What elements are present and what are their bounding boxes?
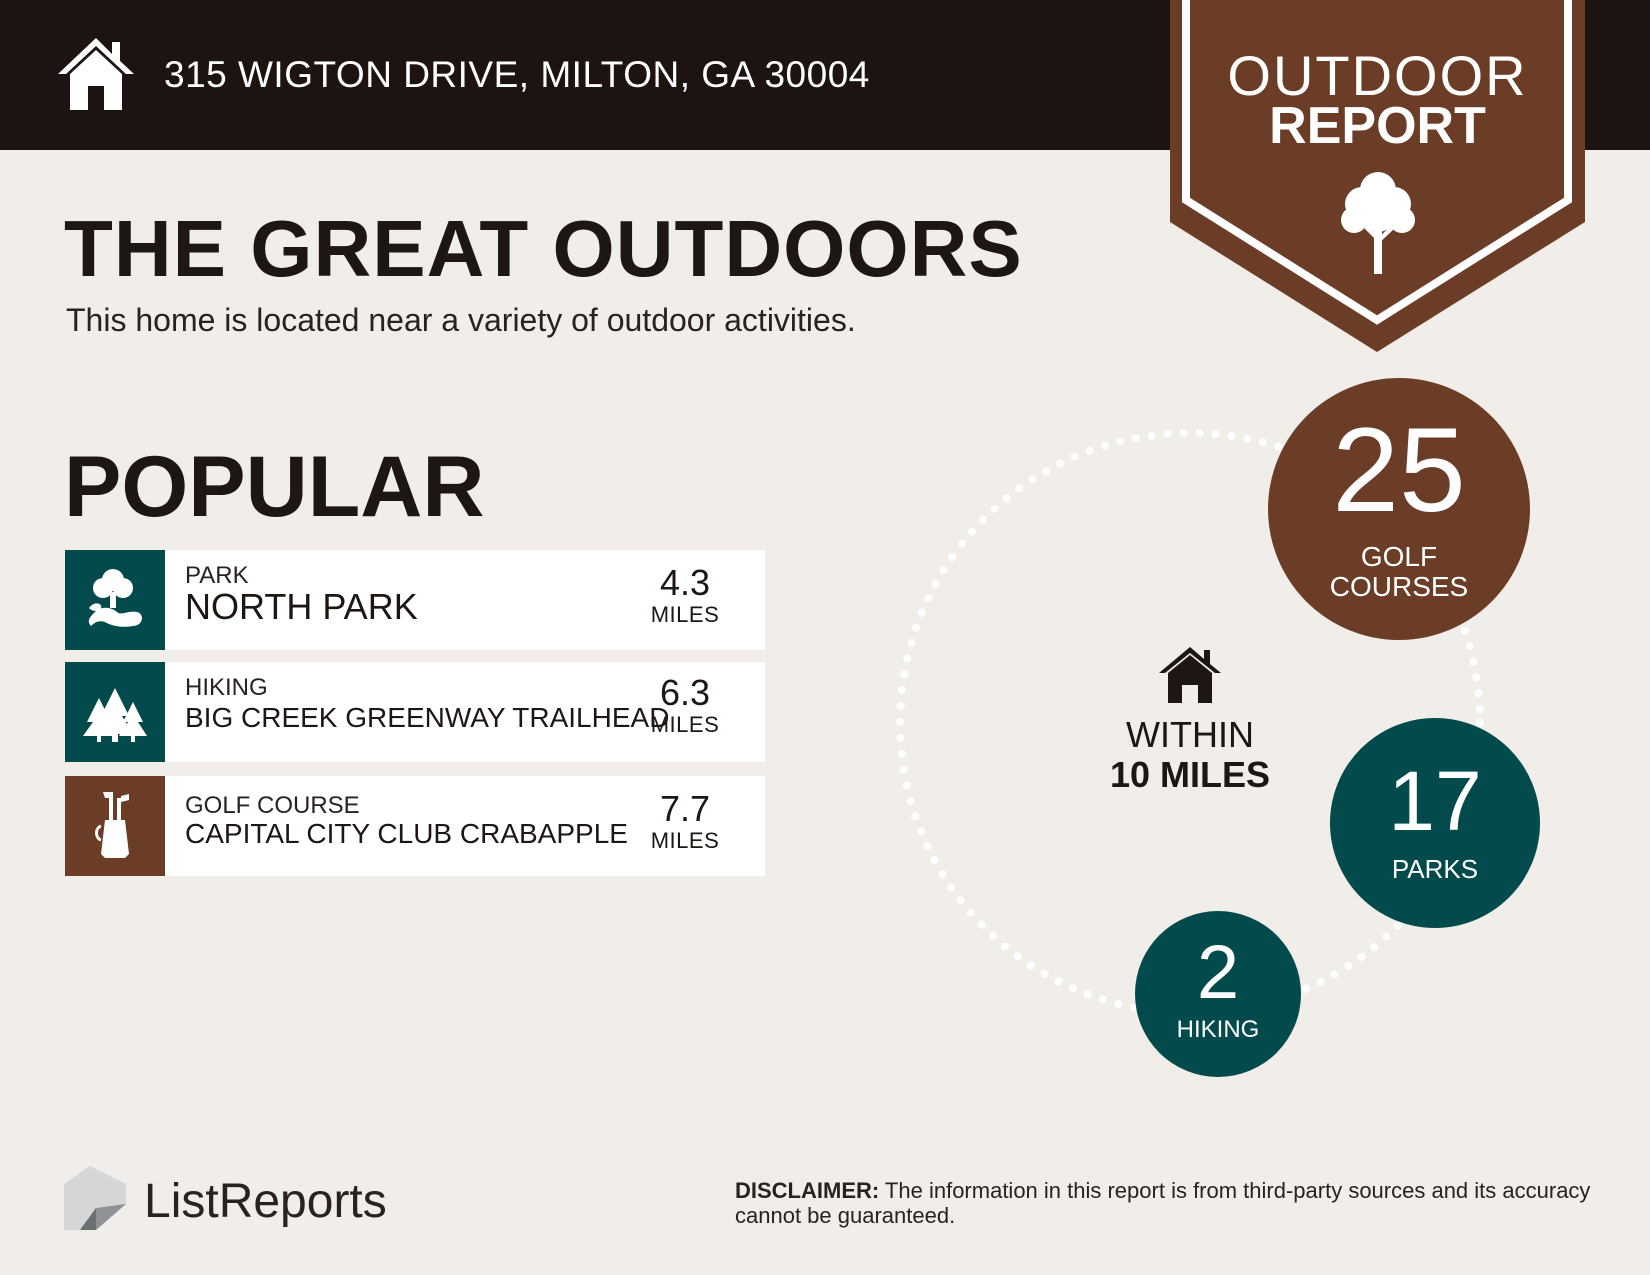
row-distance: 4.3	[659, 562, 711, 603]
row-category: GOLF COURSE	[185, 792, 360, 819]
hiking-count: 2 HIKING	[1135, 911, 1301, 1077]
list-item-hiking: HIKING BIG CREEK GREENWAY TRAILHEAD 6.3 …	[65, 662, 765, 762]
badge-title-outdoor: OUTDOOR	[1227, 44, 1528, 107]
tree-icon	[1341, 172, 1415, 274]
count-number: 2	[1196, 930, 1240, 1015]
within-distance: 10 MILES	[1109, 754, 1271, 795]
row-category: PARK	[185, 562, 249, 589]
count-label: PARKS	[1391, 854, 1479, 884]
row-unit: MILES	[650, 712, 720, 737]
row-category: HIKING	[185, 674, 268, 701]
count-label: COURSES	[1329, 571, 1469, 602]
row-unit: MILES	[650, 602, 720, 627]
parks-count: 17 PARKS	[1330, 718, 1540, 928]
page-title: THE GREAT OUTDOORS	[64, 204, 1023, 293]
disclaimer-label: DISCLAIMER:	[735, 1178, 880, 1203]
golf-courses-count: 25 GOLF COURSES	[1268, 378, 1530, 640]
disclaimer-text: The information in this report is from t…	[735, 1178, 1591, 1228]
row-unit: MILES	[650, 828, 720, 853]
count-label: HIKING	[1176, 1016, 1260, 1043]
listreports-logo-icon	[64, 1166, 126, 1230]
park-icon	[88, 569, 142, 627]
row-distance: 6.3	[659, 672, 711, 713]
list-item-golf: GOLF COURSE CAPITAL CITY CLUB CRABAPPLE …	[65, 776, 765, 876]
listreports-logo-text: ListReports	[144, 1175, 387, 1228]
count-number: 25	[1332, 403, 1466, 537]
disclaimer: DISCLAIMER: The information in this repo…	[735, 1178, 1595, 1228]
page-subtitle: This home is located near a variety of o…	[66, 302, 856, 338]
pine-trees-icon	[83, 688, 147, 742]
popular-heading: POPULAR	[64, 439, 485, 535]
golf-bag-icon	[95, 792, 129, 858]
badge-title-report: REPORT	[1269, 97, 1486, 155]
home-icon	[58, 38, 134, 110]
count-number: 17	[1388, 754, 1482, 848]
count-label: GOLF	[1360, 541, 1438, 572]
row-name: BIG CREEK GREENWAY TRAILHEAD	[185, 702, 670, 733]
row-distance: 7.7	[659, 788, 711, 829]
row-name: NORTH PARK	[185, 586, 418, 627]
house-icon	[1159, 647, 1221, 703]
row-name: CAPITAL CITY CLUB CRABAPPLE	[185, 818, 628, 849]
list-item-park: PARK NORTH PARK 4.3 MILES	[65, 550, 765, 650]
property-address: 315 WIGTON DRIVE, MILTON, GA 30004	[164, 54, 870, 95]
within-label: WITHIN	[1126, 714, 1254, 755]
